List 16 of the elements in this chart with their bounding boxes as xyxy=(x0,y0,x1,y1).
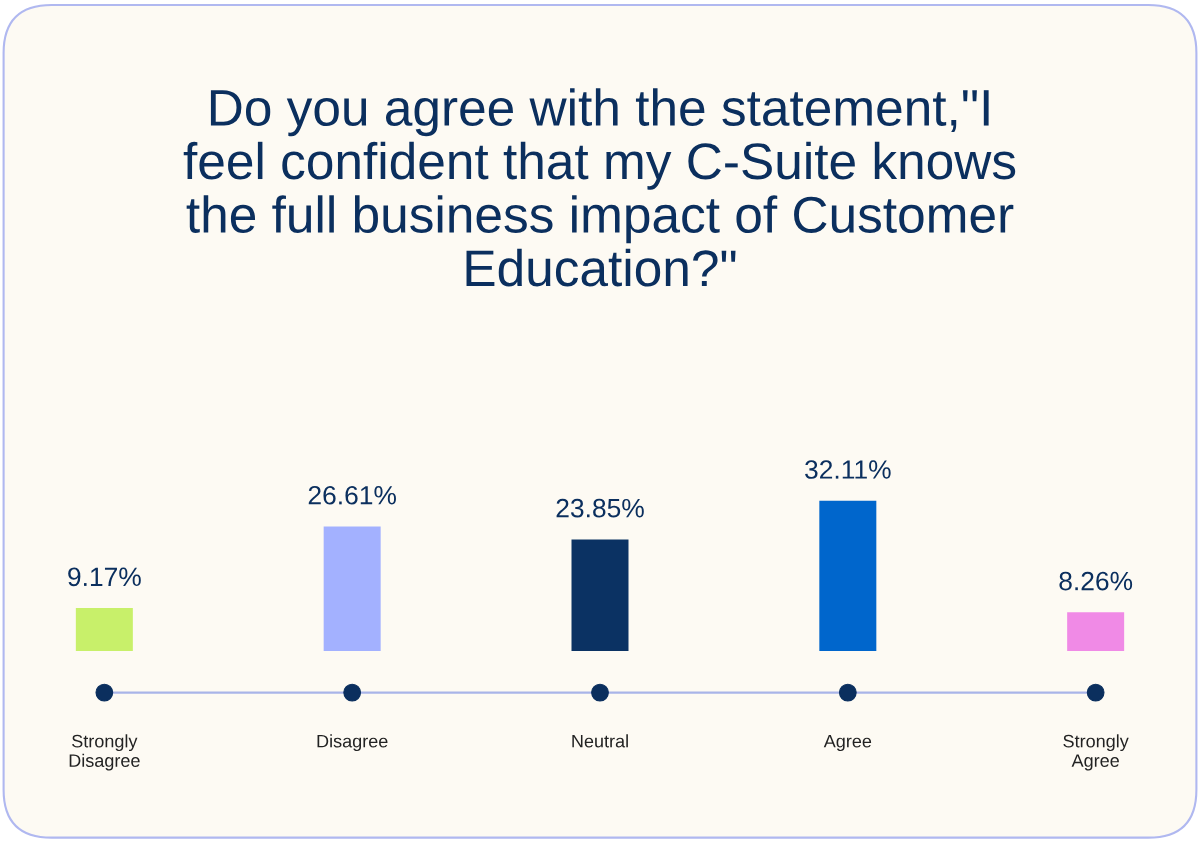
data-label: 26.61% xyxy=(308,485,396,505)
x-tick-label: Strongly Disagree xyxy=(69,734,140,771)
data-label: 23.85% xyxy=(556,498,644,518)
data-label: 8.26% xyxy=(1059,571,1133,591)
bar xyxy=(75,608,133,651)
bar xyxy=(819,500,877,651)
bar xyxy=(571,539,629,651)
data-label: 9.17% xyxy=(68,567,141,587)
bar xyxy=(323,526,381,651)
x-tick-label: Agree xyxy=(823,734,872,752)
x-tick-label: Disagree xyxy=(317,734,388,752)
bar xyxy=(1067,612,1125,651)
chart-title: Do you agree with the statement,"I feel confident that my C-Suite knows the full business impact of Customer Education?" xyxy=(183,88,1016,287)
x-tick-label: Neutral xyxy=(572,734,628,748)
x-tick-label: Strongly Agree xyxy=(1063,734,1129,771)
data-label: 32.11% xyxy=(805,460,891,479)
